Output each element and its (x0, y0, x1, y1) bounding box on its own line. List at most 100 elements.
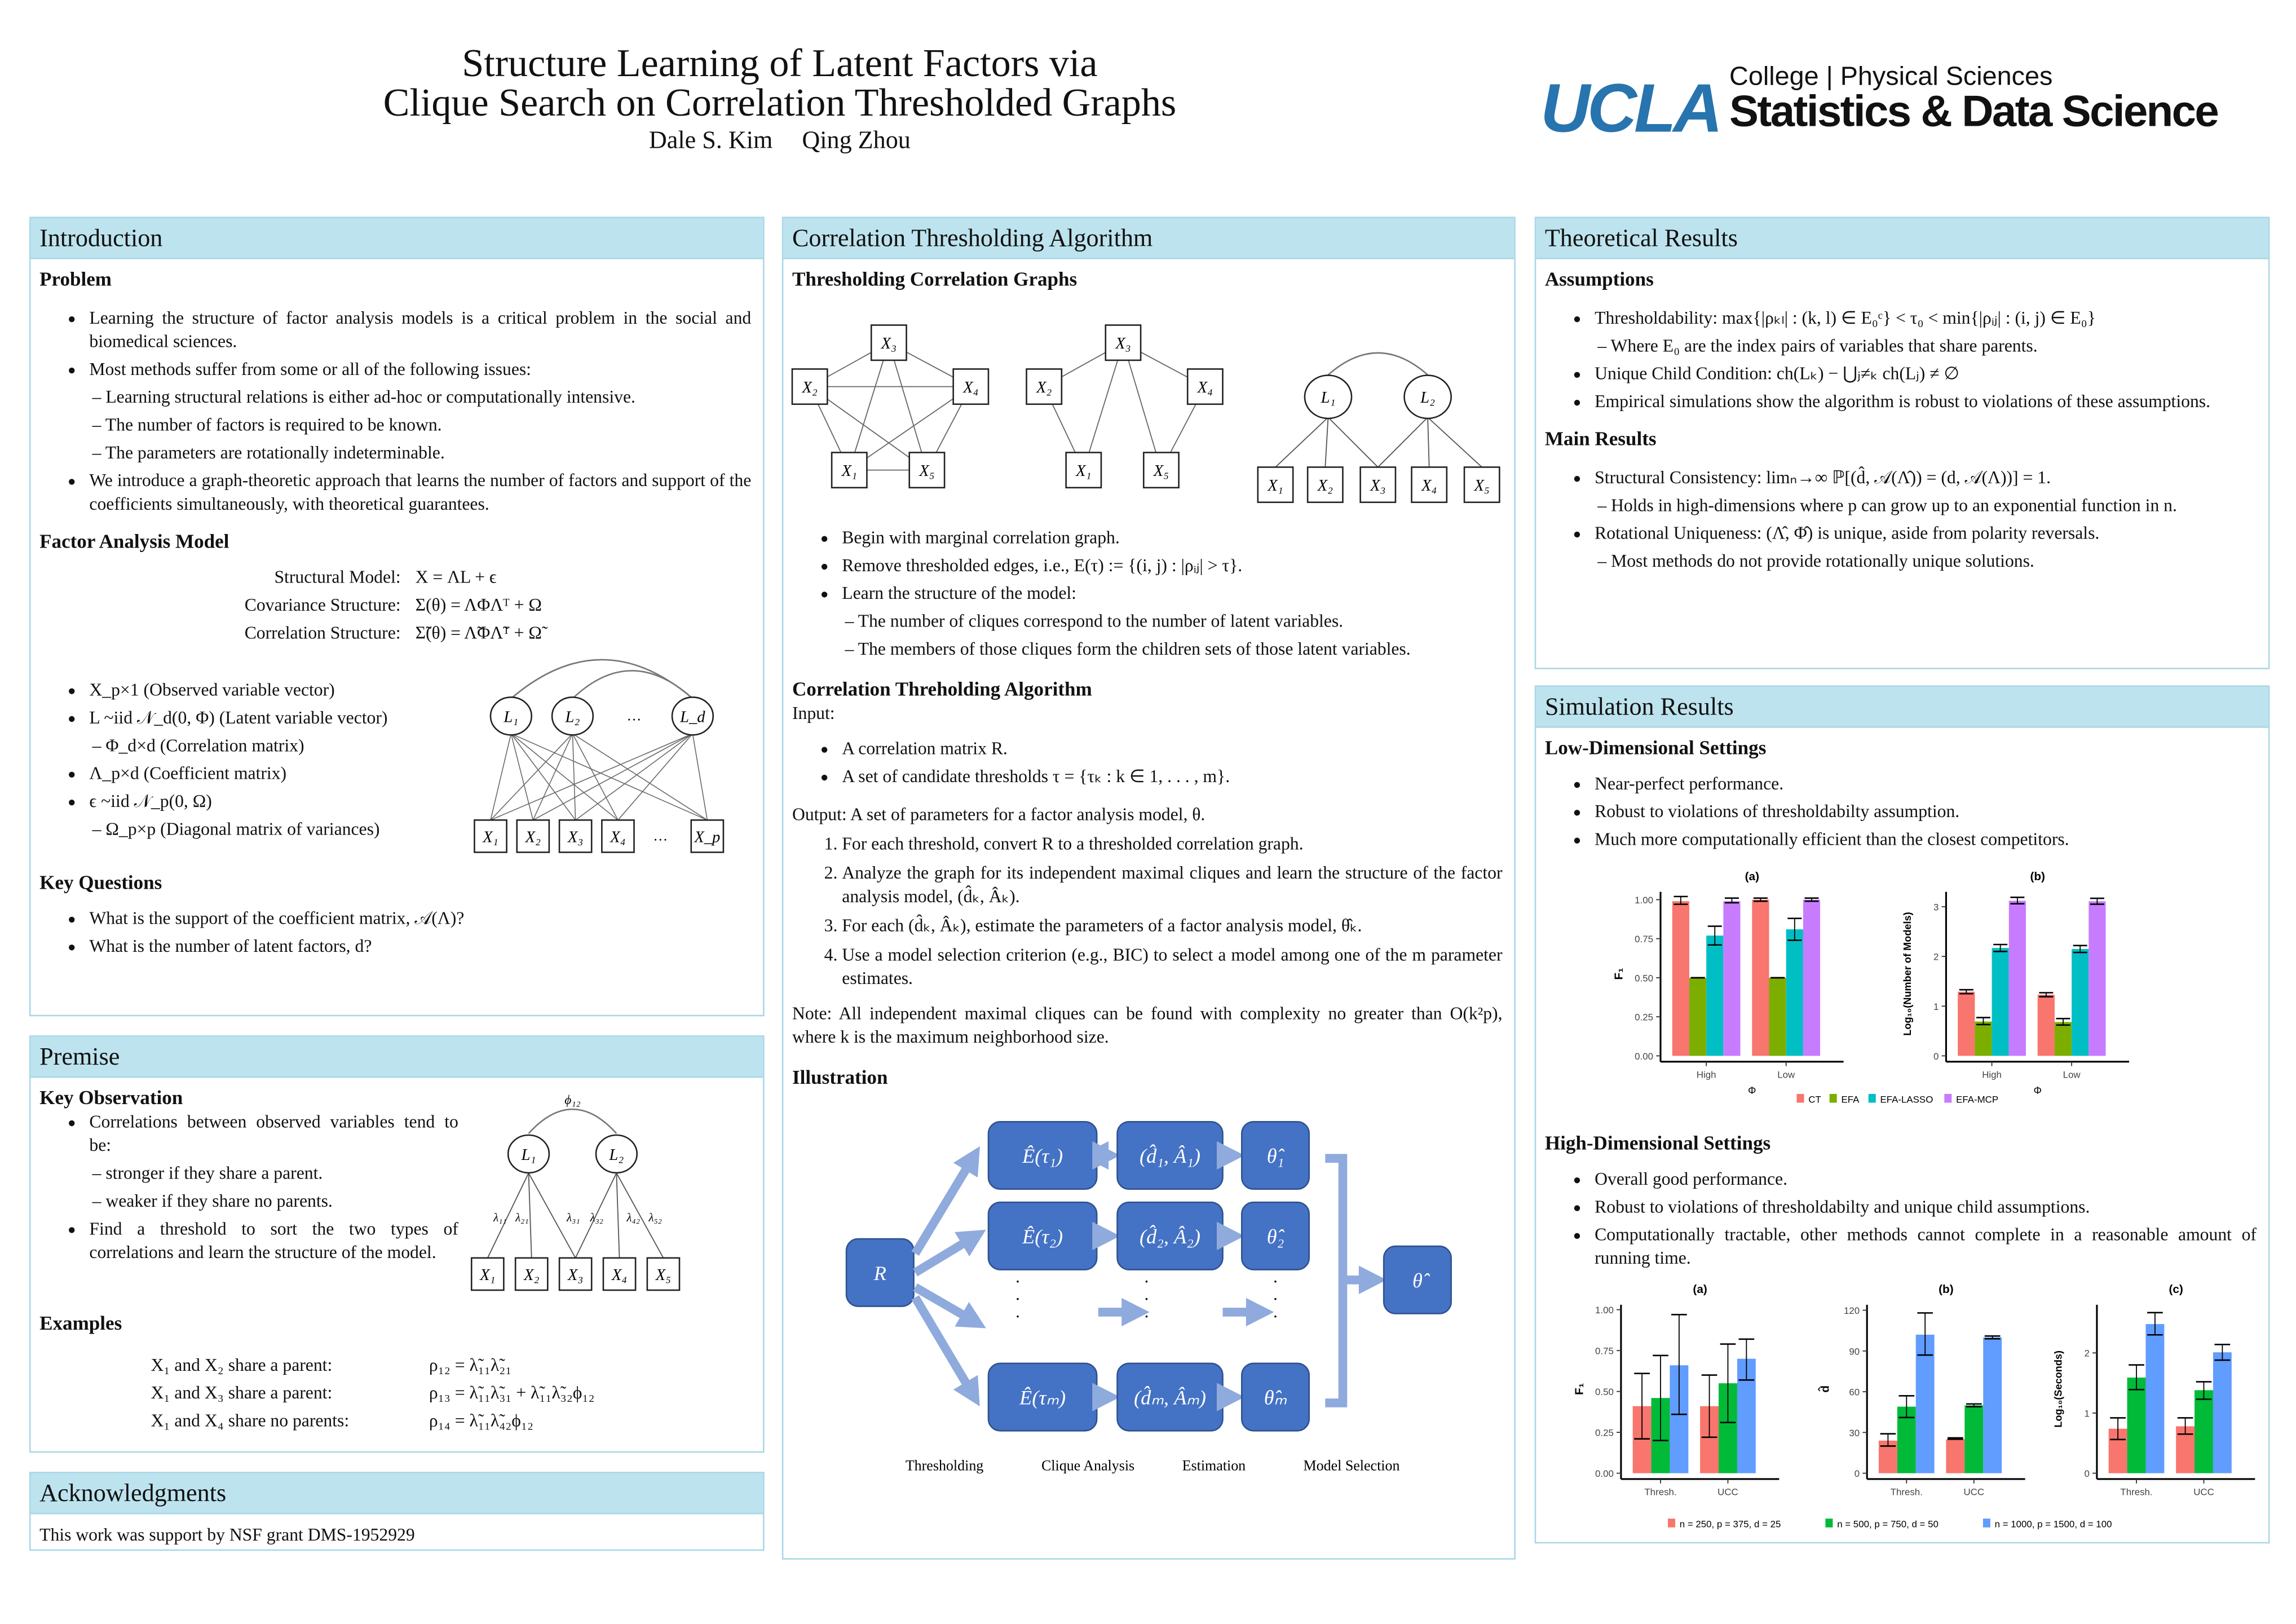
eq: Σ(θ) = ΛΦΛᵀ + Ω (415, 594, 542, 615)
node-label: L₂ (565, 708, 580, 726)
bar (1803, 899, 1821, 1056)
graph-node-label: Ê(τₘ) (1019, 1387, 1066, 1409)
legend-label: EFA-LASSO (1880, 1095, 1933, 1105)
node-label: X_p (694, 828, 720, 846)
input-node-label: R (873, 1262, 886, 1285)
bullet-list: What is the support of the coefficient m… (31, 907, 763, 958)
legend-swatch (1868, 1093, 1876, 1103)
sub-list-item: Ω_p×p (Diagonal matrix of variances) (105, 817, 458, 841)
edge (487, 1172, 529, 1259)
subheading: Examples (39, 1312, 122, 1334)
arrow (1324, 417, 1329, 467)
legend-label: n = 250, p = 375, d = 25 (1680, 1519, 1781, 1530)
sub-list-item: Φ_d×d (Correlation matrix) (105, 734, 458, 757)
list-item-text: Λ_p×d (Coefficient matrix) (89, 763, 287, 784)
node-label: L₁ (503, 708, 518, 726)
output-node (1383, 1245, 1452, 1314)
arrowhead (955, 1301, 986, 1329)
subheading: Factor Analysis Model (39, 530, 229, 553)
observed-node (514, 1257, 549, 1291)
list-item: X_p×1 (Observed variable vector) (89, 678, 458, 701)
y-axis-label: F₁ (1612, 968, 1625, 979)
node-label: X₅ (1153, 462, 1169, 480)
sub-list-item: The number of cliques correspond to the … (858, 609, 1503, 633)
y-tick-label: 1 (2085, 1408, 2090, 1419)
list-item: Overall good performance. (1595, 1167, 2257, 1191)
bar (1983, 1337, 2002, 1473)
list-item-text: Structural Consistency: limₙ→∞ ℙ[(d̂, 𝒜(… (1595, 467, 2051, 488)
input-label: Input: (792, 703, 835, 723)
bullet-list: Thresholdability: max{|ρₖₗ| : (k, l) ∈ E… (1536, 306, 2268, 413)
bar (1915, 1334, 1935, 1473)
edge (849, 386, 972, 471)
subheading: Thresholding Correlation Graphs (792, 268, 1078, 290)
list-item-text: Begin with marginal correlation graph. (842, 527, 1120, 548)
arrowhead (953, 1146, 980, 1178)
arrowhead (1216, 1141, 1245, 1170)
edge (532, 733, 573, 820)
premise-diagram: ϕ₁₂ λ₁₁ λ₂₁ λ₃₁ λ₃₂ λ₄₂ λ₅₂ L₁ L₂ X₁ X₂ X₃ X₄ X₅ (470, 1093, 681, 1291)
observed-node (1142, 452, 1180, 489)
legend-label: EFA (1841, 1095, 1860, 1105)
graph-node-label: Ê(τ₂) (1022, 1225, 1063, 1248)
bullet-list: Learning the structure of factor analysi… (31, 306, 763, 515)
list-item-text: X_p×1 (Observed variable vector) (89, 679, 335, 700)
arrowhead (1121, 1298, 1150, 1327)
input-node (845, 1238, 915, 1307)
section-title: Introduction (30, 218, 763, 259)
subheading: Low-Dimensional Settings (1544, 736, 1767, 759)
x-axis-label: Φ (2033, 1085, 2042, 1096)
arrowhead (1216, 1221, 1245, 1251)
note: Note: All independent maximal cliques ca… (792, 1003, 1503, 1047)
arrow (1427, 417, 1482, 468)
observed-node (602, 1257, 637, 1291)
node-label: X₁ (841, 462, 857, 480)
legend-label: CT (1808, 1095, 1821, 1105)
edge (849, 342, 890, 470)
y-tick-label: 2 (2085, 1348, 2090, 1359)
list-item-text: Most methods suffer from some or all of … (89, 359, 531, 379)
arrowhead (953, 1375, 980, 1406)
bar (2195, 1390, 2213, 1473)
legend-swatch (1796, 1093, 1804, 1103)
introduction-section: Introduction Problem Learning the struct… (29, 217, 765, 1017)
sub-list-item: The parameters are rotationally indeterm… (105, 441, 751, 465)
arrow (1327, 417, 1379, 468)
subheading: Correlation Threholding Algorithm (792, 678, 1092, 700)
edge (528, 1173, 532, 1258)
node-label: X₄ (1197, 379, 1213, 396)
eq: X = ΛL + ϵ (415, 567, 497, 588)
list-item: Remove thresholded edges, i.e., E(τ) := … (842, 554, 1502, 577)
y-tick-label: 1.00 (1635, 895, 1653, 906)
list-item: We introduce a graph-theoretic approach … (89, 469, 751, 515)
flow-arrow (913, 1235, 973, 1277)
logo-department: Statistics & Data Science (1729, 87, 2219, 136)
subheading: Key Observation (39, 1086, 183, 1109)
observed-node (558, 1257, 593, 1291)
y-tick-label: 0 (1855, 1468, 1860, 1479)
list-item-text: Thresholdability: max{|ρₖₗ| : (k, l) ∈ E… (1595, 307, 2096, 328)
arrowhead (1246, 1298, 1274, 1327)
list-item: Much more computationally efficient than… (1595, 827, 2257, 851)
list-item-text: Overall good performance. (1595, 1168, 1788, 1189)
list-item-text: Rotational Uniqueness: (Λ̂, Φ̂) is uniqu… (1595, 523, 2100, 544)
sub-list-item: stronger if they share a parent. (105, 1161, 458, 1185)
bullet-list: Structural Consistency: limₙ→∞ ℙ[(d̂, 𝒜(… (1536, 466, 2268, 573)
illustration-flowchart: R Ê(τ₁) (d̂₁, Â₁) θ̂₁ Ê(τ₂) (d̂₂, Â₂) θ̂₂ Ê(τₘ)… (845, 1121, 1452, 1473)
algorithm-section: Correlation Thresholding Algorithm Thres… (781, 217, 1516, 1560)
y-tick-label: 120 (1844, 1305, 1860, 1316)
y-tick-label: 3 (1933, 902, 1939, 913)
section-title: Correlation Thresholding Algorithm (783, 218, 1515, 259)
latent-node (1304, 374, 1353, 420)
y-tick-label: 1 (1933, 1001, 1939, 1012)
example-eq: ρ₁₄ = λ̃₁₁λ̃₄₂ϕ₁₂ (429, 1410, 534, 1431)
observed-node (601, 819, 635, 853)
sub-list-item: weaker if they share no parents. (105, 1189, 458, 1213)
edge (692, 733, 708, 820)
legend-label: n = 1000, p = 1500, d = 100 (1995, 1519, 2112, 1530)
latent-node (671, 696, 714, 736)
node-label: X₁ (1267, 477, 1283, 495)
ellipsis-dot: · (1143, 1272, 1149, 1291)
estimate-node (1240, 1362, 1310, 1432)
example-label: X₁ and X₃ share a parent: (151, 1382, 333, 1403)
